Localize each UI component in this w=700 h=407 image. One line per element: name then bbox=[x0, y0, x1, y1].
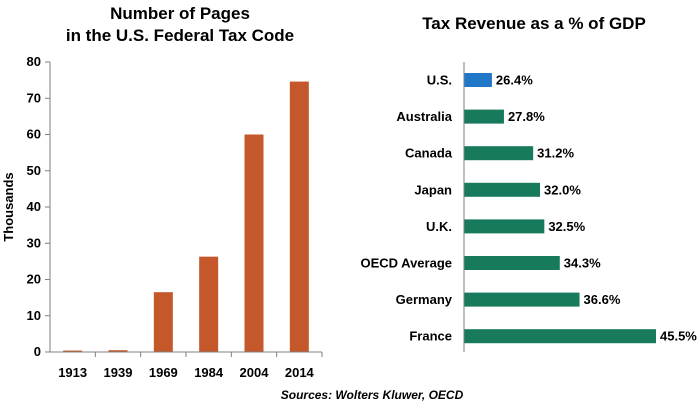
value-label: 32.0% bbox=[544, 182, 581, 197]
tax-revenue-category-labels: U.S. Australia Canada Japan U.K. OECD Average… bbox=[360, 73, 452, 344]
bar-japan bbox=[464, 182, 541, 197]
tax-revenue-chart-title: Tax Revenue as a % of GDP bbox=[422, 14, 646, 33]
category-label: U.K. bbox=[426, 219, 452, 234]
bar-oecd-average bbox=[464, 256, 560, 270]
bar-2004 bbox=[244, 134, 264, 352]
x-tick-label-1969: 1969 bbox=[149, 365, 178, 380]
value-label: 26.4% bbox=[496, 73, 533, 88]
pages-chart-title-line2: in the U.S. Federal Tax Code bbox=[66, 26, 294, 45]
category-label: Australia bbox=[396, 109, 452, 124]
bar-1969 bbox=[153, 292, 173, 352]
x-tick-label-1984: 1984 bbox=[194, 365, 224, 380]
bar-u-s- bbox=[464, 73, 492, 87]
tax-revenue-value-labels: 26.4% 27.8% 31.2% 32.0% 32.5% 34.3% 36.6% 45.5% bbox=[496, 73, 697, 344]
bar-1939 bbox=[108, 350, 128, 352]
category-label: Japan bbox=[414, 182, 452, 197]
bar-u-k- bbox=[464, 219, 545, 234]
bar-1913 bbox=[63, 350, 83, 352]
pages-chart-bars bbox=[63, 81, 309, 352]
tax-revenue-bars bbox=[464, 73, 656, 344]
category-label: Canada bbox=[405, 146, 453, 161]
y-tick-label: 20 bbox=[27, 272, 41, 287]
source-note: Sources: Wolters Kluwer, OECD bbox=[281, 388, 464, 402]
y-tick-label: 10 bbox=[27, 308, 41, 323]
category-label: U.S. bbox=[427, 73, 452, 88]
y-tick-label: 80 bbox=[27, 54, 41, 69]
y-tick-label: 50 bbox=[27, 163, 41, 178]
value-label: 27.8% bbox=[508, 109, 545, 124]
y-tick-label: 60 bbox=[27, 127, 41, 142]
x-tick-label-1913: 1913 bbox=[58, 365, 87, 380]
category-label: Germany bbox=[396, 292, 453, 307]
bar-france bbox=[464, 329, 656, 344]
value-label: 32.5% bbox=[548, 219, 585, 234]
y-tick-label: 0 bbox=[34, 344, 41, 359]
tax-revenue-chart: Tax Revenue as a % of GDP U.S. Australia C… bbox=[360, 14, 697, 352]
y-tick-label: 70 bbox=[27, 90, 41, 105]
pages-chart-title-line1: Number of Pages bbox=[110, 4, 250, 23]
bar-canada bbox=[464, 146, 534, 161]
bar-1984 bbox=[199, 256, 219, 352]
x-tick-label-2004: 2004 bbox=[240, 365, 270, 380]
bar-germany bbox=[464, 292, 580, 307]
y-tick-label: 30 bbox=[27, 235, 41, 250]
value-label: 34.3% bbox=[564, 256, 601, 271]
x-tick-label-2014: 2014 bbox=[285, 365, 315, 380]
pages-chart-y-axis-label: Thousands bbox=[1, 172, 16, 241]
category-label: OECD Average bbox=[360, 256, 452, 271]
pages-chart-x-labels: 1913 1939 1969 1984 2004 2014 bbox=[58, 352, 323, 380]
bar-2014 bbox=[289, 81, 309, 352]
y-tick-label: 40 bbox=[27, 199, 41, 214]
x-tick-label-1939: 1939 bbox=[104, 365, 133, 380]
value-label: 31.2% bbox=[537, 146, 574, 161]
value-label: 45.5% bbox=[660, 329, 697, 344]
value-label: 36.6% bbox=[584, 292, 621, 307]
pages-chart-y-ticks: 0 10 20 30 40 50 60 70 80 bbox=[27, 54, 50, 359]
bar-australia bbox=[464, 109, 504, 124]
pages-chart: Number of Pages in the U.S. Federal Tax … bbox=[1, 4, 323, 380]
category-label: France bbox=[409, 329, 452, 344]
